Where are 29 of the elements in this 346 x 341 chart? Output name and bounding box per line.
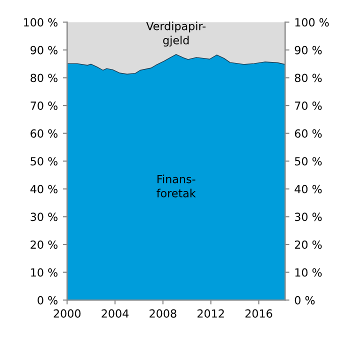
x-tick-label: 2008 [150, 309, 176, 318]
y-tick-label: 20 % [30, 240, 58, 249]
y-tick-label: 70 % [30, 102, 58, 110]
x-tick-label: 2000 [54, 309, 81, 318]
y-tick-label: 100 % [24, 18, 58, 27]
x-tick-label: 2012 [198, 309, 224, 318]
y-tick-label: 0 % [38, 296, 58, 304]
y2-tick-label: 20 % [294, 240, 322, 249]
y2-tick-label: 100 % [295, 18, 329, 27]
y2-tick-label: 70 % [295, 102, 322, 110]
x-tick-label: 2004 [102, 309, 129, 318]
y2-tick-label: 40 % [294, 184, 322, 194]
y2-tick-label: 60 % [294, 129, 322, 138]
y2-tick-label: 90 % [294, 46, 322, 54]
series-label: Verdipapir- gjeld [146, 22, 206, 47]
y-tick-label: 60 % [30, 129, 58, 138]
y2-tick-label: 0 % [294, 296, 315, 304]
y-tick-label: 30 % [30, 212, 58, 222]
y-tick-label: 10 % [31, 268, 58, 277]
x-tick-label: 2016 [245, 309, 272, 318]
series-label: Finans- foretak [156, 174, 196, 198]
y-tick-label: 90 % [30, 46, 58, 54]
y-tick-label: 50 % [30, 157, 58, 166]
y2-tick-label: 50 % [294, 157, 322, 166]
y-tick-label: 40 % [30, 184, 58, 194]
y-tick-label: 80 % [30, 74, 58, 82]
y2-tick-label: 10 % [295, 268, 322, 277]
y2-tick-label: 80 % [294, 74, 322, 82]
y2-tick-label: 30 % [294, 212, 322, 222]
